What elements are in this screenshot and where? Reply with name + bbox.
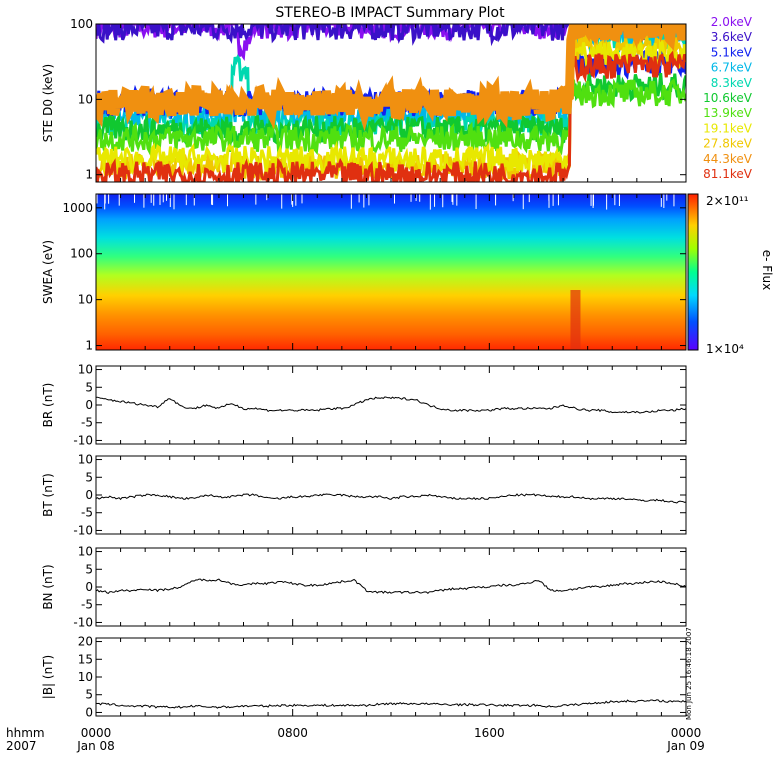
- legend-entry: 8.3keV: [711, 76, 753, 90]
- legend-entry: 19.1keV: [703, 121, 753, 135]
- swea-panel: 1 10 100 1000 SWEA (eV): [41, 193, 687, 353]
- legend-entry: 10.6keV: [703, 91, 753, 105]
- chart-title: STEREO-B IMPACT Summary Plot: [275, 5, 505, 21]
- colorbar-max-label: 2×10¹¹: [706, 194, 749, 208]
- bt-panel: -10 -5 0 5 10 BT (nT): [41, 453, 687, 537]
- time-row2-label: 2007: [6, 739, 37, 753]
- swea-ytick-label: 100: [70, 247, 93, 261]
- swea-spectrogram: [96, 194, 686, 350]
- ste-ytick-label: 100: [70, 17, 93, 31]
- legend-entry: 6.7keV: [711, 61, 753, 75]
- ste-series-44.3keV: [96, 24, 686, 132]
- time-tick-label: 0800: [277, 726, 308, 740]
- bn-ylabel: BN (nT): [41, 564, 55, 609]
- time-row1-label: hhmm: [6, 726, 45, 740]
- bt-frame: [95, 455, 687, 535]
- colorbar-label: e- Flux: [760, 250, 774, 290]
- bt-ytick-label: -10: [73, 523, 93, 537]
- legend-entry: 81.1keV: [703, 167, 753, 181]
- bt-trace: [95, 493, 687, 504]
- time-tick-label: 1600: [474, 726, 505, 740]
- ste-series-13.9keV: [96, 78, 686, 157]
- bn-ytick-label: 5: [85, 562, 93, 576]
- swea-ytick-label: 1: [85, 339, 93, 353]
- br-panel: -10 -5 0 5 10 BR (nT): [41, 363, 687, 447]
- legend-entry: 13.9keV: [703, 106, 753, 120]
- colorbar: 2×10¹¹ 1×10⁴ e- Flux: [687, 193, 774, 356]
- legend-entry: 5.1keV: [711, 45, 753, 59]
- time-tick-label: 0000: [81, 726, 112, 740]
- br-ytick-label: -5: [81, 416, 93, 430]
- bmag-ytick-label: 10: [78, 670, 93, 684]
- br-ytick-label: -10: [73, 433, 93, 447]
- bt-ytick-label: 10: [78, 453, 93, 467]
- bn-ytick-label: -10: [73, 615, 93, 629]
- bmag-ytick-label: 0: [85, 705, 93, 719]
- time-tick-label: 0000: [671, 726, 702, 740]
- legend-entry: 3.6keV: [711, 30, 753, 44]
- bmag-ytick-label: 15: [78, 652, 93, 666]
- legend-entry: 27.8keV: [703, 137, 753, 151]
- ste-series-81.1keV: [96, 50, 686, 182]
- bn-ytick-label: 10: [78, 545, 93, 559]
- ste-ylabel: STE D0 (keV): [41, 64, 55, 143]
- bmag-frame: [95, 637, 687, 717]
- br-ytick-label: 10: [78, 363, 93, 377]
- br-frame: [95, 365, 687, 445]
- br-ytick-label: 0: [85, 398, 93, 412]
- swea-ytick-label: 1000: [62, 201, 93, 215]
- bn-trace: [95, 578, 687, 594]
- ste-traces: [96, 24, 686, 182]
- time-date-label: Jan 08: [76, 739, 115, 753]
- bmag-ytick-label: 20: [78, 635, 93, 649]
- time-date-label: Jan 09: [666, 739, 705, 753]
- bmag-trace: [95, 699, 687, 709]
- bt-ytick-label: -5: [81, 506, 93, 520]
- br-ylabel: BR (nT): [41, 383, 55, 428]
- swea-ylabel: SWEA (eV): [41, 240, 55, 304]
- timestamp: Mon Jun 25 16:46:18 2007: [685, 627, 693, 720]
- bn-ytick-label: -5: [81, 598, 93, 612]
- ste-ytick-label: 10: [78, 92, 93, 106]
- bt-ytick-label: 5: [85, 470, 93, 484]
- bt-ytick-label: 0: [85, 488, 93, 502]
- colorbar-min-label: 1×10⁴: [706, 342, 744, 356]
- bt-ylabel: BT (nT): [41, 473, 55, 517]
- legend-entry: 44.3keV: [703, 152, 753, 166]
- bn-frame: [95, 547, 687, 627]
- swea-ytick-label: 10: [78, 293, 93, 307]
- br-ytick-label: 5: [85, 380, 93, 394]
- bn-ytick-label: 0: [85, 580, 93, 594]
- bmag-ylabel: |B| (nT): [41, 655, 55, 699]
- bmag-ytick-label: 5: [85, 688, 93, 702]
- legend-entry: 2.0keV: [711, 15, 753, 29]
- bn-panel: -10 -5 0 5 10 BN (nT): [41, 545, 687, 629]
- bmag-panel: 0 5 10 15 20 |B| (nT): [41, 635, 687, 719]
- swea-feature: [570, 290, 581, 350]
- ste-ytick-label: 1: [85, 168, 93, 182]
- br-trace: [95, 396, 687, 414]
- ste-panel: 1 10 100 STE D0 (keV): [41, 17, 687, 183]
